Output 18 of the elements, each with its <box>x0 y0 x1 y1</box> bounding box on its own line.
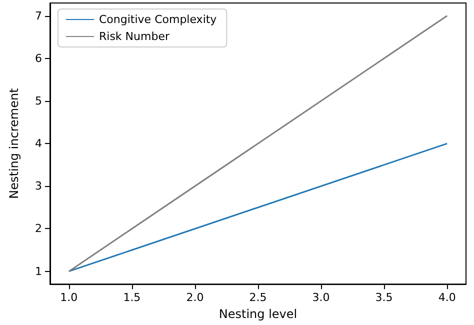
y-tick-label: 6 <box>35 52 42 65</box>
x-tick-label: 4.0 <box>438 291 456 304</box>
legend-label: Risk Number <box>99 30 170 43</box>
legend-label: Congitive Complexity <box>99 13 218 26</box>
x-axis-title: Nesting level <box>218 307 298 321</box>
y-tick-label: 2 <box>35 222 42 236</box>
x-tick-label: 2.0 <box>186 291 204 304</box>
x-tick-label: 2.5 <box>249 291 267 304</box>
x-tick-label: 1.5 <box>123 291 141 304</box>
y-tick-label: 4 <box>35 137 42 150</box>
x-tick-label: 1.0 <box>60 291 78 304</box>
y-axis-title: Nesting increment <box>7 88 21 199</box>
y-tick-label: 7 <box>35 9 42 22</box>
y-tick-label: 5 <box>35 94 42 108</box>
x-tick-label: 3.0 <box>312 291 330 304</box>
y-tick-label: 3 <box>35 180 42 193</box>
x-tick-label: 3.5 <box>375 291 393 304</box>
y-tick-label: 1 <box>35 264 42 278</box>
